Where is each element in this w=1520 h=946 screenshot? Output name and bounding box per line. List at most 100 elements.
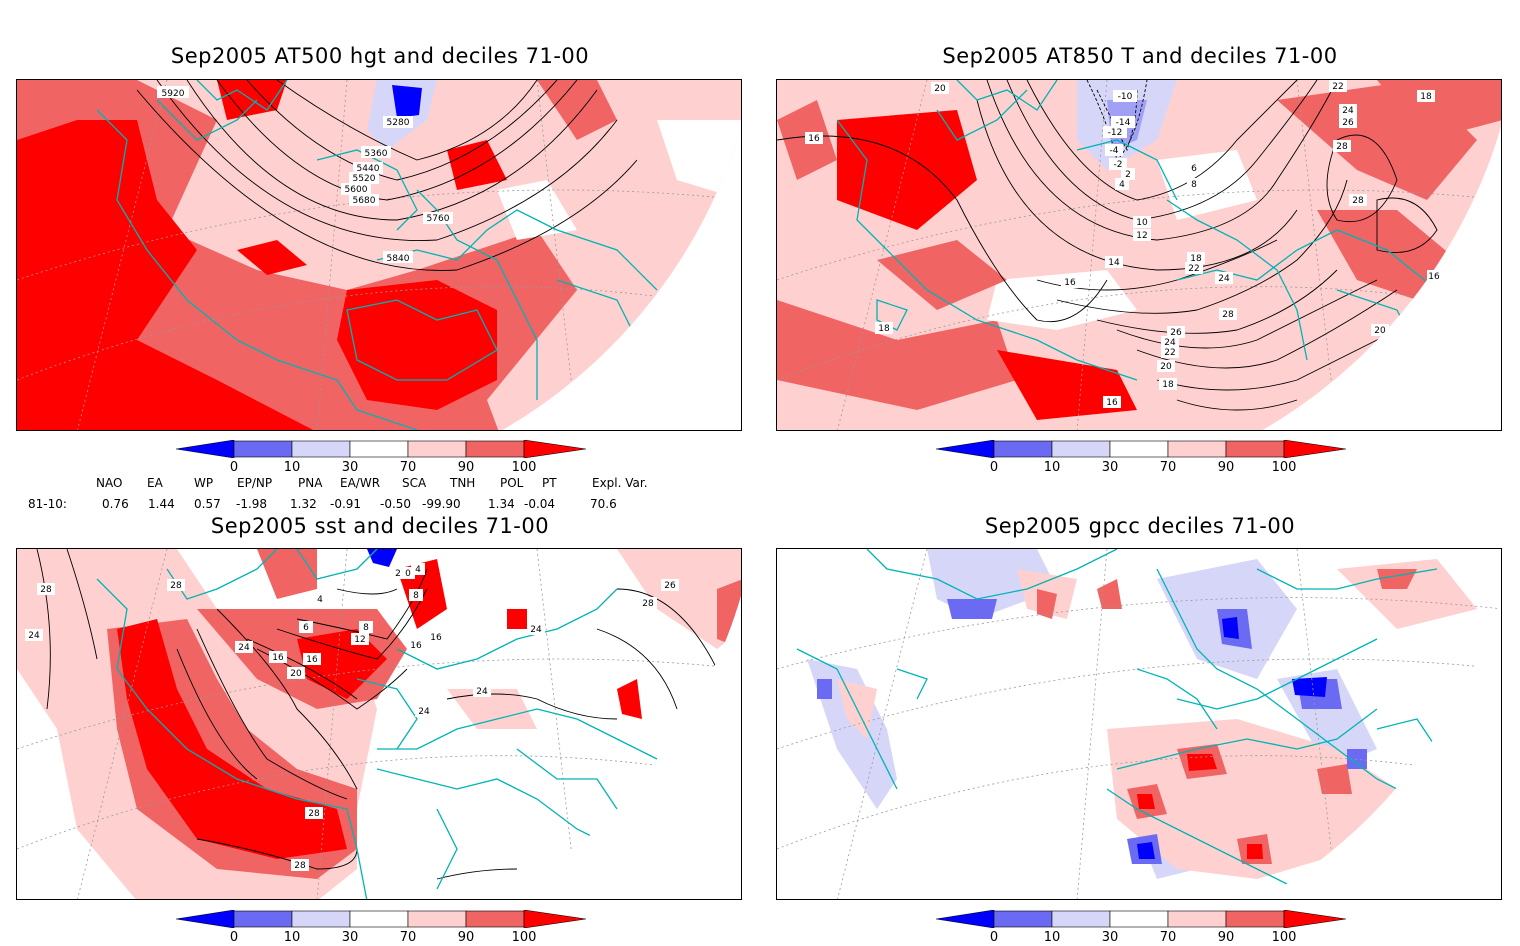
index-header: Expl. Var. xyxy=(592,476,648,490)
contour-label: 4 xyxy=(313,593,327,605)
contour-label: 16 xyxy=(1427,270,1441,282)
svg-text:16: 16 xyxy=(430,633,442,643)
svg-text:5600: 5600 xyxy=(345,185,368,195)
index-header: WP xyxy=(194,476,214,490)
colorbar-tick: 100 xyxy=(511,460,537,475)
colorbar-tick: 70 xyxy=(1159,930,1177,945)
colorbar-tick: 90 xyxy=(457,460,475,475)
colorbar-tick: 70 xyxy=(399,930,417,945)
contour-label: -12 xyxy=(1103,126,1127,138)
svg-text:16: 16 xyxy=(1428,272,1440,282)
contour-label: 5360 xyxy=(361,146,391,159)
svg-text:28: 28 xyxy=(294,861,306,871)
svg-text:16: 16 xyxy=(808,134,820,144)
svg-text:28: 28 xyxy=(308,809,320,819)
svg-text:24: 24 xyxy=(476,687,488,697)
panel-title-hgt500: Sep2005 AT500 hgt and deciles 71-00 xyxy=(170,44,590,68)
contour-label: 20 xyxy=(1157,360,1175,372)
index-value: 0.76 xyxy=(102,497,129,511)
contour-label: -4 xyxy=(1105,144,1123,156)
svg-text:18: 18 xyxy=(878,324,890,334)
contour-label: 10 xyxy=(1133,216,1151,228)
contour-label: 5840 xyxy=(383,251,413,264)
panel-title-sst: Sep2005 sst and deciles 71-00 xyxy=(210,514,550,538)
index-header: PT xyxy=(542,476,557,490)
contour-label: 18 xyxy=(875,322,893,334)
colorbar-tick: 0 xyxy=(229,930,239,945)
svg-text:24: 24 xyxy=(418,707,430,717)
svg-text:24: 24 xyxy=(1342,106,1354,116)
svg-text:20: 20 xyxy=(290,669,302,679)
svg-text:5280: 5280 xyxy=(387,118,410,128)
contour-label: 5760 xyxy=(423,212,453,224)
svg-text:5760: 5760 xyxy=(427,214,450,224)
contour-label: -2 xyxy=(1109,158,1127,170)
index-value: 0.57 xyxy=(194,497,221,511)
contour-label: 28 xyxy=(37,583,55,595)
svg-text:16: 16 xyxy=(410,641,422,651)
svg-text:28: 28 xyxy=(642,599,654,609)
svg-text:8: 8 xyxy=(363,623,369,633)
colorbar-tick: 70 xyxy=(1159,460,1177,475)
svg-text:0: 0 xyxy=(405,569,411,579)
contour-label: 24 xyxy=(473,685,491,697)
colorbar-tick: 30 xyxy=(341,930,359,945)
colorbar-tick: 70 xyxy=(399,460,417,475)
contour-label: 24 xyxy=(1339,104,1357,116)
colorbar-tick: 10 xyxy=(1043,930,1061,945)
contour-label: 5680 xyxy=(349,194,379,206)
contour-label: 5280 xyxy=(383,116,413,128)
contour-label: 4 xyxy=(411,563,425,575)
contour-label: 8 xyxy=(1187,178,1201,190)
contour-label: 16 xyxy=(303,653,321,665)
colorbar-tick: 90 xyxy=(457,930,475,945)
contour-label: 6 xyxy=(1187,162,1201,174)
svg-text:4: 4 xyxy=(415,565,421,575)
contour-label: 16 xyxy=(407,639,425,651)
contour-label: 28 xyxy=(1219,308,1237,320)
index-header: EP/NP xyxy=(237,476,273,490)
svg-text:5920: 5920 xyxy=(162,89,185,99)
contour-label: 6 xyxy=(299,621,313,633)
colorbar-tick: 100 xyxy=(1271,930,1297,945)
svg-text:10: 10 xyxy=(1136,218,1148,228)
index-value: -0.91 xyxy=(330,497,362,511)
svg-text:2: 2 xyxy=(395,569,401,579)
svg-text:28: 28 xyxy=(1222,310,1234,320)
contour-label: 18 xyxy=(1159,378,1177,390)
contour-label: 28 xyxy=(1333,140,1351,152)
index-value: 1.32 xyxy=(290,497,317,511)
colorbar-sst: 0 10 30 70 90 100 xyxy=(175,909,587,946)
svg-text:28: 28 xyxy=(1336,142,1348,152)
svg-text:-12: -12 xyxy=(1108,128,1123,138)
colorbar-tick: 90 xyxy=(1217,930,1235,945)
contour-label: 22 xyxy=(1161,346,1179,358)
contour-label: 4 xyxy=(1115,178,1129,190)
svg-text:14: 14 xyxy=(1108,258,1120,268)
svg-text:22: 22 xyxy=(1332,82,1343,92)
svg-text:26: 26 xyxy=(664,581,676,591)
map-panel-hgt500: 5920 5280 5360 5440 5520 5600 5680 5760 … xyxy=(16,79,742,431)
svg-text:4: 4 xyxy=(317,595,323,605)
contour-label: 18 xyxy=(1187,252,1205,264)
colorbar-tick: 30 xyxy=(341,460,359,475)
contour-label: 24 xyxy=(1161,336,1179,348)
svg-text:26: 26 xyxy=(1342,118,1354,128)
svg-text:16: 16 xyxy=(306,655,318,665)
contour-label: -10 xyxy=(1113,90,1137,102)
contour-label: 18 xyxy=(1417,90,1435,102)
svg-text:24: 24 xyxy=(1218,274,1230,284)
colorbar-tick: 10 xyxy=(283,930,301,945)
index-value: -0.04 xyxy=(524,497,556,511)
contour-label: 20 xyxy=(931,82,949,94)
svg-text:5520: 5520 xyxy=(353,174,376,184)
contour-label: 28 xyxy=(167,579,185,591)
contour-label: 14 xyxy=(1105,256,1123,268)
index-value: 1.34 xyxy=(488,497,515,511)
contour-label: -14 xyxy=(1111,116,1135,128)
map-panel-gpcc xyxy=(776,548,1502,900)
colorbar-hgt500: 0 10 30 70 90 100 xyxy=(175,439,587,476)
svg-text:5440: 5440 xyxy=(357,164,380,174)
contour-label: 20 xyxy=(287,667,305,679)
colorbar-tick: 30 xyxy=(1101,930,1119,945)
